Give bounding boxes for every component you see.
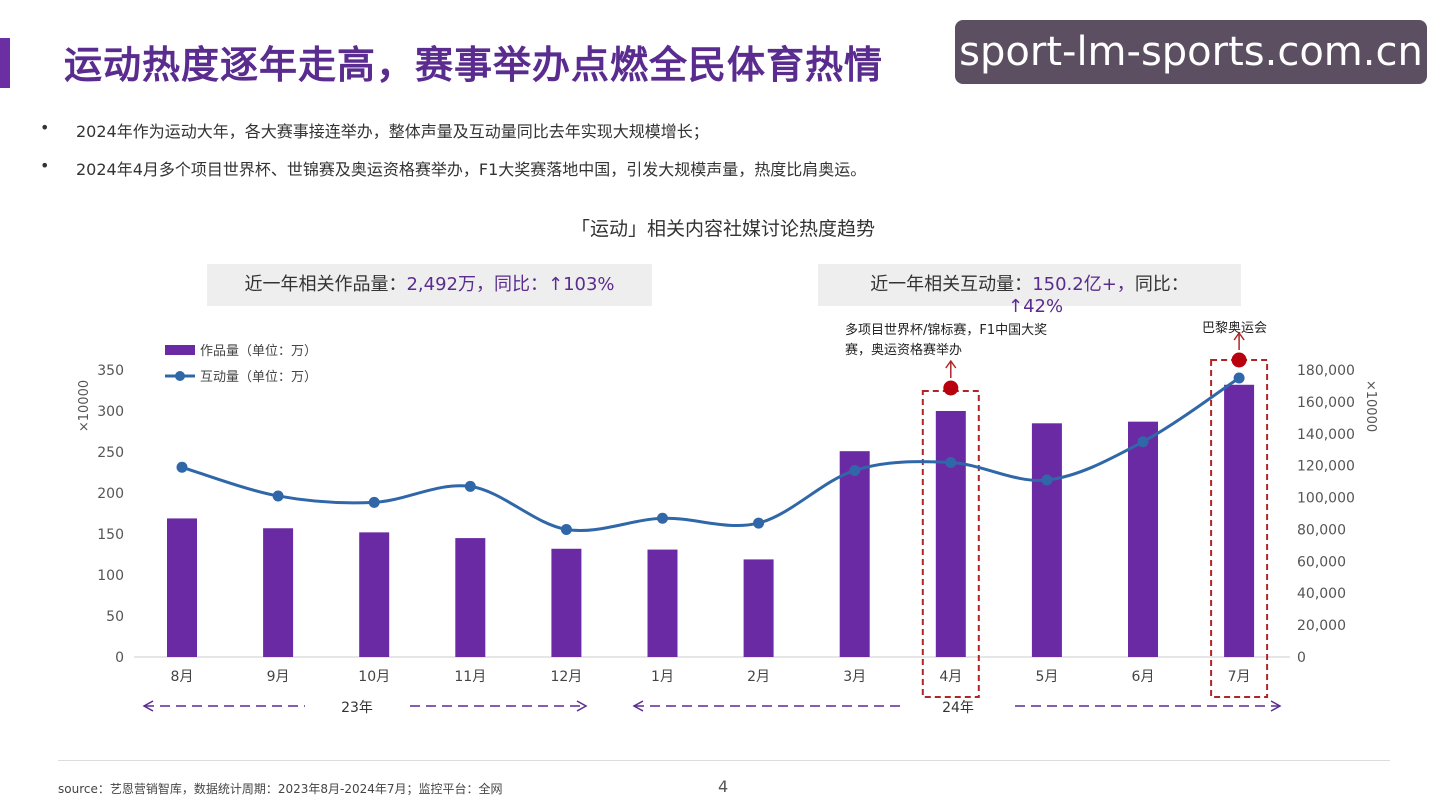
y-left-tick-label: 250 [97,445,124,461]
y-left-tick-label: 300 [97,404,124,420]
line-point-interactions [753,517,765,529]
bullet-item: • 2024年作为运动大年，各大赛事接连举办，整体声量及互动量同比去年实现大规模增… [40,118,866,142]
footer-divider [58,760,1390,761]
line-interactions [181,376,1240,532]
y-left-tick-label: 350 [97,363,124,379]
x-tick-label: 2月 [747,669,770,685]
year-label-23: 23年 [341,700,373,716]
annotation-april: 多项目世界杯/锦标赛，F1中国大奖赛，奥运资格赛举办 [845,323,1048,358]
bullet-list: • 2024年作为运动大年，各大赛事接连举办，整体声量及互动量同比去年实现大规模增… [40,118,866,194]
highlight-box [1210,359,1269,698]
y-right-tick-label: 60,000 [1297,554,1346,570]
line-point-interactions [368,496,380,508]
kpi-works-value: 2,492万，同比：↑103% [406,274,615,295]
x-tick-label: 8月 [171,669,194,685]
line-point-interactions [849,464,861,476]
title-accent-bar [0,38,10,88]
y-left-tick-label: 50 [106,609,124,625]
legend-label-works: 作品量（单位：万） [200,344,317,359]
page-title: 运动热度逐年走高，赛事举办点燃全民体育热情 [64,43,884,87]
highlight-marker [943,380,959,396]
y-right-tick-label: 120,000 [1297,459,1355,475]
bullet-text: 2024年作为运动大年，各大赛事接连举办，整体声量及互动量同比去年实现大规模增长… [76,122,709,141]
x-tick-label: 5月 [1035,669,1058,685]
bullet-dot: • [40,118,50,137]
y-left-tick-label: 0 [115,650,124,666]
kpi-interaction-growth: ↑42% [1008,296,1064,317]
kpi-works-box: 近一年相关作品量：2,492万，同比：↑103% [207,264,652,306]
x-tick-label: 3月 [843,669,866,685]
kpi-interaction-label: 近一年相关互动量： [870,274,1033,295]
bar-works [551,548,582,657]
x-tick-label: 7月 [1228,669,1251,685]
legend-marker-interactions [175,371,185,381]
x-tick-label: 9月 [267,669,290,685]
kpi-interaction-value: 150.2亿+， [1032,274,1135,295]
chart-title: 「运动」相关内容社媒讨论热度趋势 [570,218,875,240]
x-tick-label: 10月 [358,669,390,685]
page-number: 4 [718,777,729,796]
y-left-unit-label: ×10000 [77,380,92,432]
y-right-tick-label: 20,000 [1297,618,1346,634]
y-right-unit-label: ×10000 [1363,380,1378,432]
line-point-interactions [464,480,476,492]
bar-works [743,559,774,657]
annotation-july: 巴黎奥运会 [1202,321,1268,336]
line-point-interactions [1233,372,1245,384]
y-right-tick-label: 100,000 [1297,491,1355,507]
highlight-marker [1231,352,1247,368]
year-range-arrowhead [142,700,154,712]
y-right-tick-label: 180,000 [1297,363,1355,379]
kpi-interaction-suffix: 同比： [1134,274,1189,295]
legend-swatch-works [165,345,195,355]
marker-arrow-head [1233,331,1245,341]
highlight-box [921,390,980,698]
year-range-arrowhead [632,700,644,712]
line-point-interactions [1041,474,1053,486]
y-right-tick-label: 140,000 [1297,427,1355,443]
x-tick-label: 6月 [1132,669,1155,685]
year-range-arrowhead [1270,700,1282,712]
watermark: sport-lm-sports.com.cn [955,20,1427,84]
y-left-tick-label: 100 [97,568,124,584]
bar-works [1128,421,1158,657]
line-point-interactions [1137,436,1149,448]
bar-works [935,411,966,657]
line-point-interactions [657,512,668,524]
line-point-interactions [560,523,572,535]
bar-works [1031,423,1062,657]
line-point-interactions [272,490,284,502]
bullet-dot: • [40,156,50,175]
legend-label-interactions: 互动量（单位：万） [200,370,317,385]
bar-works [359,532,390,657]
kpi-works-label: 近一年相关作品量： [244,274,407,295]
bar-works [263,528,294,657]
line-point-interactions [176,461,188,473]
year-label-24: 24年 [942,700,974,716]
bullet-text: 2024年4月多个项目世界杯、世锦赛及奥运资格赛举办，F1大奖赛落地中国，引发大… [76,160,867,179]
y-right-tick-label: 40,000 [1297,586,1346,602]
y-right-tick-label: 80,000 [1297,522,1346,538]
x-tick-label: 4月 [939,669,962,685]
y-right-tick-label: 160,000 [1297,395,1355,411]
y-left-tick-label: 150 [97,527,124,543]
bar-works [167,518,197,657]
source-note: source：艺恩营销智库，数据统计周期：2023年8月-2024年7月；监控平… [58,782,503,796]
y-left-tick-label: 200 [97,486,124,502]
bar-works [839,451,870,657]
year-range-arrowhead [576,700,588,712]
bullet-item: • 2024年4月多个项目世界杯、世锦赛及奥运资格赛举办，F1大奖赛落地中国，引发… [40,156,866,180]
bar-works [647,549,678,657]
bar-works [1224,384,1255,657]
x-tick-label: 12月 [550,669,582,685]
x-tick-label: 11月 [454,669,486,685]
marker-arrow-head [945,359,957,369]
y-right-tick-label: 0 [1297,650,1306,666]
bar-works [455,538,486,657]
line-point-interactions [945,456,957,468]
kpi-interaction-box: 近一年相关互动量：150.2亿+，同比： [818,264,1241,306]
x-tick-label: 1月 [651,669,674,685]
